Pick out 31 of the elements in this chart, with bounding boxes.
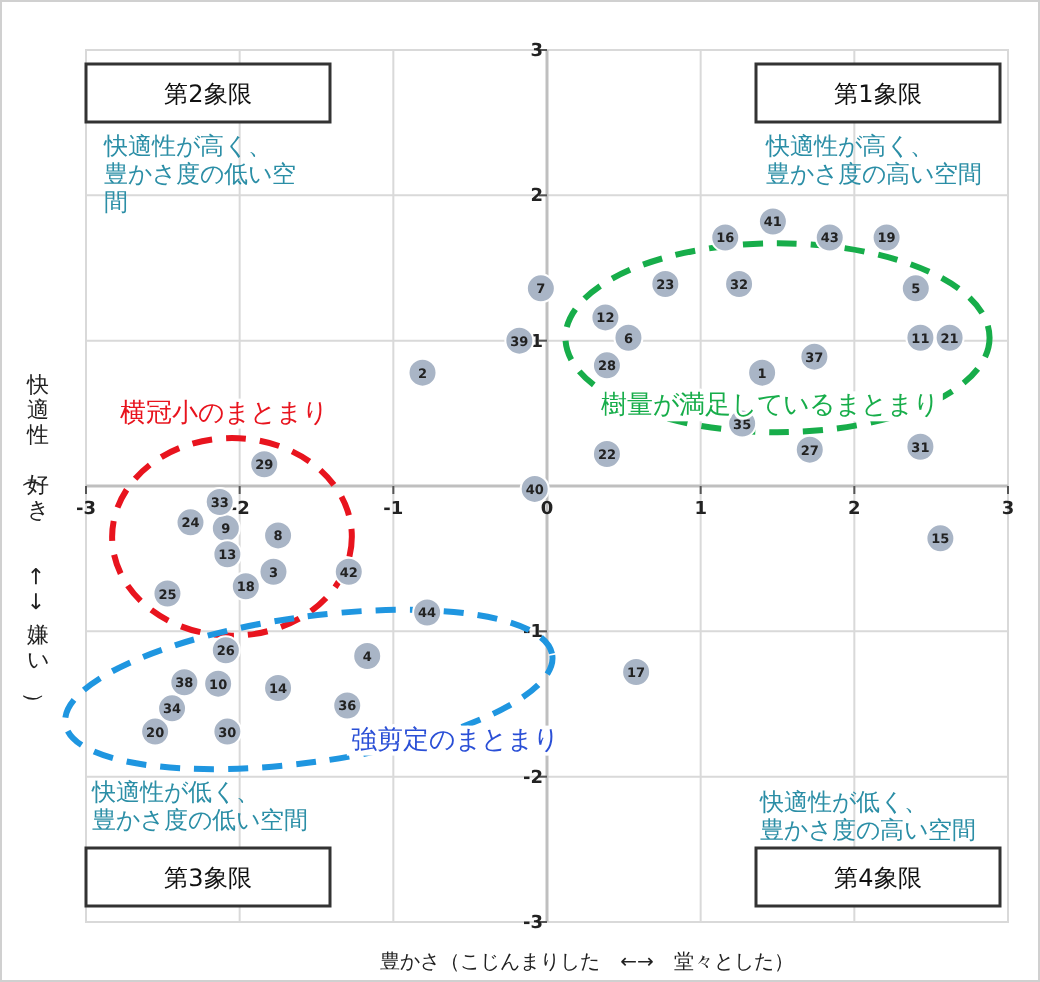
annotation: 快適性が高く、豊かさ度の高い空間 — [764, 132, 982, 188]
x-tick-label: 1 — [694, 500, 707, 520]
y-tick-label: -2 — [523, 768, 543, 789]
annotation: 快適性が低く、豊かさ度の低い空間 — [90, 778, 308, 834]
y-tick-label: -1 — [523, 623, 543, 644]
annotation: 快適性が低く、豊かさ度の高い空間 — [758, 788, 976, 844]
x-tick-label: -1 — [383, 500, 404, 520]
point — [352, 641, 383, 672]
y-tick-label: -3 — [523, 914, 543, 934]
point — [258, 556, 289, 587]
annotation: 第1象限 — [834, 80, 922, 108]
annotation: 第4象限 — [834, 864, 922, 892]
point — [900, 273, 931, 304]
annotation: 第2象限 — [164, 80, 252, 108]
annotation: 第3象限 — [164, 864, 252, 892]
point — [407, 357, 438, 388]
x-tick-label: 3 — [1001, 500, 1015, 520]
x-tick-label: -2 — [229, 500, 250, 520]
annotation: 快適性が高く、豊かさ度の低い空間 — [102, 132, 296, 216]
x-tick-label: 2 — [848, 500, 861, 520]
point — [525, 273, 556, 304]
annotation: 樹量が満足しているまとまり — [600, 391, 939, 422]
y-tick-label: 1 — [530, 332, 543, 353]
y-tick-label: 2 — [530, 187, 543, 208]
annotation: 強剪定のまとまり — [350, 725, 559, 756]
x-tick-label: 0 — [540, 500, 554, 520]
x-tick-label: -3 — [76, 500, 96, 520]
point — [747, 357, 778, 388]
y-tick-label: 3 — [530, 42, 543, 62]
annotation: 横冠小のまとまり — [120, 398, 329, 429]
x-axis-title: 豊かさ（こじんまりした ←→ 堂々とした） — [380, 950, 794, 974]
